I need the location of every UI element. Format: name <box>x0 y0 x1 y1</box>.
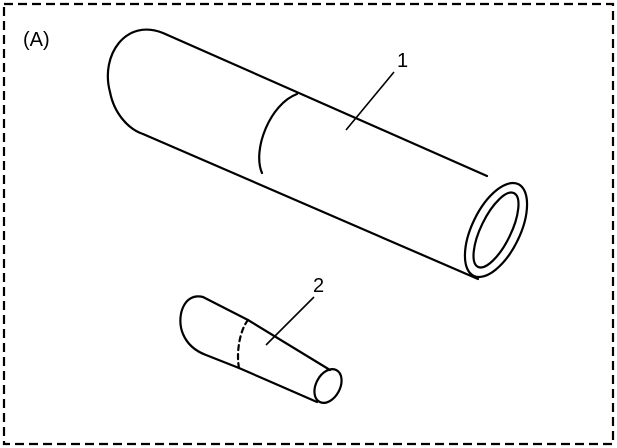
tube-band-seam <box>258 92 299 175</box>
tube-front-rim-inner <box>472 191 520 269</box>
panel-label: (A) <box>23 29 50 51</box>
pin-tip-face <box>313 368 343 404</box>
tube-front-rim-outer <box>463 181 529 279</box>
tube-body-outline <box>106 28 489 281</box>
pin-body-outline <box>179 295 332 404</box>
tube-part <box>106 28 529 281</box>
callout-label-part-2: 2 <box>313 275 324 297</box>
pin-part <box>179 295 343 404</box>
pin-taper-seam <box>236 318 250 370</box>
leader-line-part-2 <box>265 296 315 346</box>
leader-line-part-1 <box>345 71 395 131</box>
callout-label-part-1: 1 <box>397 50 408 72</box>
